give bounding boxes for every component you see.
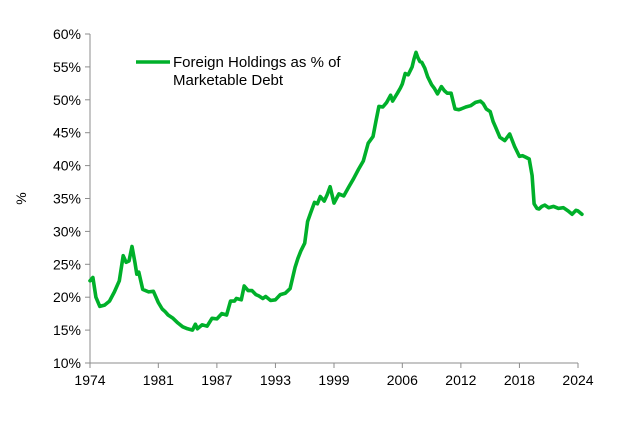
x-tick-label: 2006 bbox=[387, 372, 418, 388]
x-tick-label: 1974 bbox=[74, 372, 105, 388]
x-tick-label: 2018 bbox=[504, 372, 535, 388]
y-tick-label: 60% bbox=[53, 26, 81, 42]
legend-label-line-2: Marketable Debt bbox=[173, 72, 284, 89]
legend-label: Foreign Holdings as % of Marketable Debt bbox=[173, 54, 345, 89]
y-tick-label: 40% bbox=[53, 158, 81, 174]
y-tick-label: 15% bbox=[53, 322, 81, 338]
x-tick-label: 1993 bbox=[260, 372, 291, 388]
y-tick-label: 45% bbox=[53, 125, 81, 141]
x-tick-label: 1999 bbox=[318, 372, 349, 388]
y-tick-label: 50% bbox=[53, 92, 81, 108]
chart-legend: Foreign Holdings as % of Marketable Debt bbox=[136, 54, 345, 89]
y-tick-label: 55% bbox=[53, 59, 81, 75]
y-tick-label: 20% bbox=[53, 289, 81, 305]
x-tick-label: 2012 bbox=[445, 372, 476, 388]
y-tick-label: 30% bbox=[53, 223, 81, 239]
y-axis-label: % bbox=[13, 192, 29, 204]
x-tick-label: 1981 bbox=[143, 372, 174, 388]
y-tick-label: 35% bbox=[53, 191, 81, 207]
chart-ticks: 10% 15% 20% 25% 30% 35% 40% 45% 50% 55% 60% 1974 198… bbox=[53, 26, 594, 388]
x-tick-label: 1987 bbox=[201, 372, 232, 388]
series-line bbox=[88, 50, 584, 332]
legend-label-line-1: Foreign Holdings as % of bbox=[173, 54, 341, 71]
chart-series bbox=[88, 50, 584, 332]
y-tick-label: 10% bbox=[53, 355, 81, 371]
x-tick-label: 2024 bbox=[562, 372, 593, 388]
y-tick-label: 25% bbox=[53, 256, 81, 272]
